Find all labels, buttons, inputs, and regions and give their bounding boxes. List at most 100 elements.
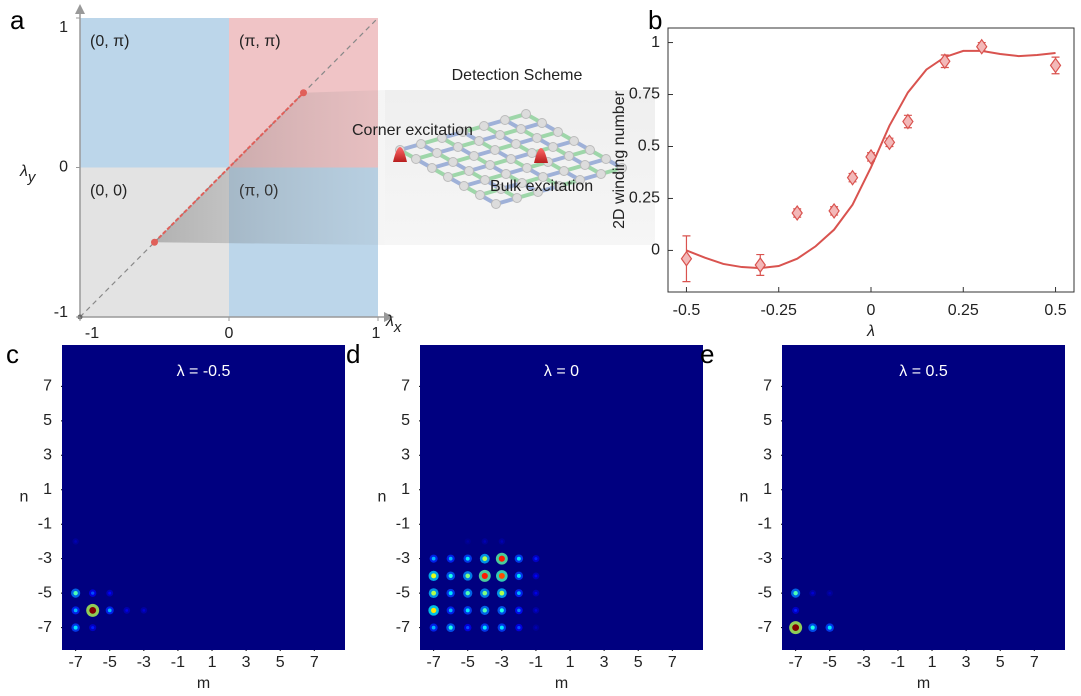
y-tick-label: 0.5 [638,138,660,155]
intensity-spot [106,589,114,597]
intensity-spot [496,570,508,582]
spot-core [125,608,129,612]
spot-core [89,606,97,614]
spot-core [517,625,521,630]
lattice-site [617,163,627,173]
intensity-spot [498,538,506,545]
y-tick-label: 0.75 [629,86,660,103]
spot-core [534,626,538,629]
lattice-site [575,175,585,185]
spot-core [466,625,470,630]
panel-d: -7 -5 -3 -1 1 3 5 7 7 5 3 1 -1 -3 -5 -7 λ = 0 m n [378,345,703,692]
spot-core [516,556,521,561]
intensity-spot [71,588,81,598]
x-tick-label: 0 [867,302,876,319]
data-point [846,169,859,186]
x-tick-label: -7 [427,654,441,671]
fit-curve [686,49,1056,270]
spot-core [465,590,470,596]
spot-core [499,590,505,596]
lattice-site [458,127,468,137]
intensity-spot [789,621,803,635]
lattice-site [491,199,501,209]
intensity-spot [481,538,488,545]
spot-core [792,624,800,631]
y-tick-label: -1 [758,515,772,532]
panel-label: d [346,339,360,369]
y-tick-label: 7 [401,378,410,395]
x-tick-label: 7 [1030,654,1039,671]
intensity-spot [826,589,833,597]
y-tick-label: 5 [763,412,772,429]
intensity-spot [464,538,471,545]
x-tick-label: -1 [529,654,543,671]
lattice-site [443,172,453,182]
lattice-site [500,115,510,125]
x-tick-label: -3 [137,654,151,671]
lattice-site [517,178,527,188]
panel-label: a [10,5,25,35]
lattice-site [496,184,506,194]
intensity-spot [478,569,491,582]
data-point [680,250,693,267]
axis-label: λy [19,163,37,186]
spot-core [482,556,488,562]
intensity-spot [532,589,540,597]
intensity-spot [71,623,80,632]
intensity-spot [446,623,456,632]
spot-core [107,608,112,613]
x-tick-label: 3 [962,654,971,671]
lattice-site [511,139,521,149]
x-tick-label: 0.25 [948,302,979,319]
intensity-spot [428,588,439,599]
y-axis-label: n [378,489,387,506]
lattice-site [580,160,590,170]
data-point [939,53,951,70]
spot-core [465,573,471,579]
spot-core [534,608,538,612]
path-shadow [154,90,385,245]
inset-label: Corner excitation [352,122,473,139]
x-axis-label: m [555,675,568,692]
spot-core [91,626,95,630]
data-point [865,148,877,165]
y-tick-label: 0 [59,159,68,176]
data-point [791,204,803,222]
intensity-spot [429,623,438,632]
lattice-site [533,187,543,197]
region-label: (0, 0) [90,183,127,200]
y-tick-label: -1 [396,515,410,532]
intensity-spot [429,554,438,563]
intensity-spot [514,571,524,581]
intensity-spot [463,554,472,563]
spot-core [483,540,487,543]
y-tick-label: 5 [43,412,52,429]
intensity-spot [515,623,523,632]
x-tick-label: 5 [276,654,285,671]
panel-label: e [700,339,714,369]
spot-core [500,540,504,543]
spot-core [482,608,487,613]
spot-core [431,607,437,613]
path-end [300,89,307,97]
region-label: (0, π) [90,33,129,50]
intensity-spot [532,624,540,631]
intensity-spot [72,538,79,545]
lattice-site [522,163,532,173]
spot-core [794,608,798,612]
axis-symbol: λ [385,313,394,330]
inset-label: Bulk excitation [490,178,593,195]
spot-core [498,555,505,562]
spot-core [482,625,487,630]
y-tick-label: 1 [43,481,52,498]
lattice-site [416,139,426,149]
inset-title: Detection Scheme [452,67,583,84]
x-tick-label: -7 [789,654,803,671]
spot-core [108,591,112,595]
lattice-site [554,181,564,191]
lambda-path [153,92,305,243]
x-axis-label: m [197,675,210,692]
spot-core [465,608,470,613]
spot-core [827,625,832,630]
spot-core [793,590,798,596]
